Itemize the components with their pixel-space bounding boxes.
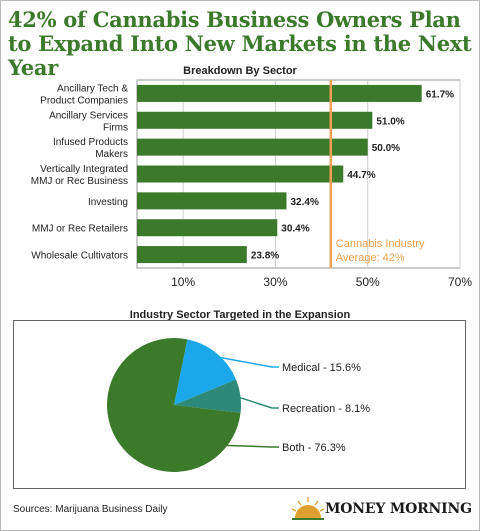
category-label: Wholesale Cultivators	[31, 251, 128, 262]
average-reference-label: Cannabis Industry Average: 42%	[336, 238, 425, 264]
category-label-line: Wholesale Cultivators	[31, 251, 128, 262]
category-label-line: Makers	[95, 149, 128, 160]
category-label: Vertically Integrated MMJ or Rec Business	[31, 164, 128, 187]
pie-slice	[174, 379, 241, 413]
pie-chart: Medical - 15.6% Recreation - 8.1% Both - 7…	[107, 338, 370, 472]
category-label: Infused Products Makers	[53, 137, 128, 160]
sunrise-icon	[292, 497, 325, 520]
x-tick-label: 10%	[171, 275, 195, 289]
leader-line	[122, 441, 279, 448]
category-label-line: MMJ or Rec Business	[31, 176, 128, 187]
pie-chart-panel: Medical - 15.6% Recreation - 8.1% Both - 7…	[13, 320, 466, 489]
bar-chart: 10% 30% 50% 70% 61.7% Ancillary Tech & Product…	[31, 79, 472, 289]
pie-slice-label: Recreation - 8.1%	[282, 403, 370, 415]
category-label-line: Ancillary Services	[49, 110, 128, 121]
bar	[137, 138, 368, 156]
bar-value-label: 44.7%	[347, 170, 375, 181]
category-label-line: Vertically Integrated	[40, 164, 128, 175]
leader-line	[236, 395, 279, 409]
bar-value-label: 32.4%	[291, 197, 319, 208]
bar-value-label: 50.0%	[372, 143, 400, 154]
bar-value-label: 23.8%	[251, 251, 279, 262]
bar-chart-title: Breakdown By Sector	[183, 65, 297, 77]
pie-slice-label: Medical - 15.6%	[282, 362, 361, 374]
bar	[137, 246, 247, 264]
category-label: Investing	[88, 197, 128, 208]
category-label-line: MMJ or Rec Retailers	[32, 224, 128, 235]
bar-value-label: 30.4%	[281, 224, 309, 235]
category-label-line: Infused Products	[53, 137, 128, 148]
money-morning-logo: MONEY MORNING	[292, 494, 472, 522]
leader-line	[213, 355, 279, 368]
logo-text: MONEY MORNING	[325, 501, 472, 517]
bar-value-label: 51.0%	[376, 116, 404, 127]
category-label-line: Firms	[103, 122, 128, 133]
pie-slice	[107, 338, 241, 472]
x-tick-label: 50%	[356, 275, 380, 289]
bar	[137, 219, 278, 237]
bar	[137, 111, 373, 129]
category-label-line: Investing	[88, 197, 128, 208]
category-label: MMJ or Rec Retailers	[32, 224, 128, 235]
headline: 42% of Cannabis Business Owners Plan to …	[8, 7, 472, 80]
sources-note: Sources: Marijuana Business Daily	[13, 504, 168, 515]
average-reference-label-line: Cannabis Industry	[336, 238, 425, 250]
bar-value-label: 61.7%	[426, 89, 454, 100]
pie-slice	[174, 339, 236, 405]
x-tick-label: 30%	[263, 275, 287, 289]
pie-slice-label: Both - 76.3%	[282, 442, 346, 454]
bar	[137, 84, 422, 102]
category-label-line: Product Companies	[40, 95, 128, 106]
x-tick-label: 70%	[448, 275, 472, 289]
category-label: Ancillary Tech & Product Companies	[40, 83, 128, 106]
bar	[137, 192, 287, 210]
pie-chart-title: Industry Sector Targeted in the Expansio…	[129, 309, 351, 321]
bar	[137, 165, 344, 183]
category-label: Ancillary Services Firms	[49, 110, 128, 133]
average-reference-label-line: Average: 42%	[336, 252, 405, 264]
category-label-line: Ancillary Tech &	[57, 83, 128, 94]
